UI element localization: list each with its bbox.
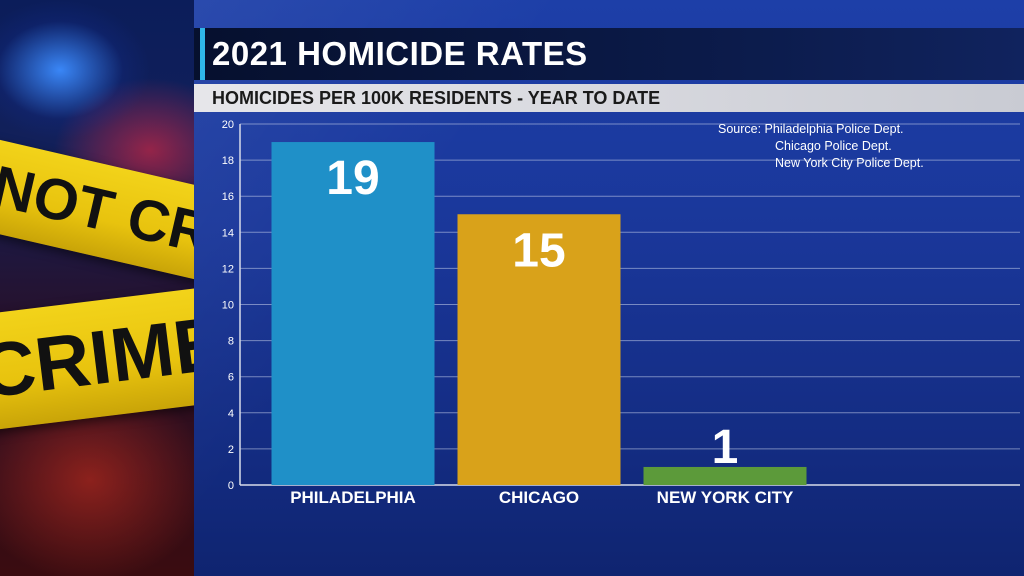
bar-value-label: 19 <box>326 152 379 205</box>
x-category-label: NEW YORK CITY <box>657 488 794 507</box>
source-line-2: Chicago Police Dept. <box>775 139 892 153</box>
y-tick-label: 20 <box>222 119 234 131</box>
title-bar: 2021 HOMICIDE RATES <box>194 28 1024 80</box>
x-category-label: PHILADELPHIA <box>290 488 416 507</box>
bar-value-label: 1 <box>712 421 739 474</box>
y-tick-label: 16 <box>222 191 234 203</box>
y-tick-label: 10 <box>222 300 234 312</box>
chart-title: 2021 HOMICIDE RATES <box>212 35 588 72</box>
bar-chart: 0 2 4 6 8 10 12 14 16 18 20 19 PHILADELPHIA 15 CHICAGO… <box>222 119 1020 507</box>
crime-tape-top: NOT CROSS <box>0 134 194 298</box>
bar <box>271 142 435 486</box>
y-tick-label: 2 <box>228 444 234 456</box>
crime-scene-photo: NOT CROSS CRIME S <box>0 0 194 576</box>
y-tick-label: 4 <box>228 408 234 420</box>
y-tick-label: 0 <box>228 480 234 492</box>
bar-value-label: 15 <box>512 224 565 277</box>
source-note: Source: Philadelphia Police Dept. Chicag… <box>718 121 924 172</box>
source-line-1: Source: Philadelphia Police Dept. <box>718 122 904 136</box>
tape-bottom-text: CRIME S <box>0 292 194 415</box>
y-tick-label: 12 <box>222 263 234 275</box>
x-category-label: CHICAGO <box>499 488 579 507</box>
bar <box>457 214 621 485</box>
source-line-3: New York City Police Dept. <box>775 156 924 170</box>
y-tick-label: 14 <box>222 227 234 239</box>
crime-tape-bottom: CRIME S <box>0 278 194 434</box>
y-tick-label: 18 <box>222 155 234 167</box>
tape-top-text: NOT CROSS <box>0 153 194 295</box>
title-accent <box>200 28 205 80</box>
subtitle-bar: HOMICIDES PER 100K RESIDENTS - YEAR TO D… <box>194 84 1024 112</box>
chart-panel: 2021 HOMICIDE RATES HOMICIDES PER 100K R… <box>194 0 1024 576</box>
bar <box>643 466 807 485</box>
chart-subtitle: HOMICIDES PER 100K RESIDENTS - YEAR TO D… <box>212 88 661 108</box>
y-tick-label: 8 <box>228 336 234 348</box>
y-tick-label: 6 <box>228 372 234 384</box>
